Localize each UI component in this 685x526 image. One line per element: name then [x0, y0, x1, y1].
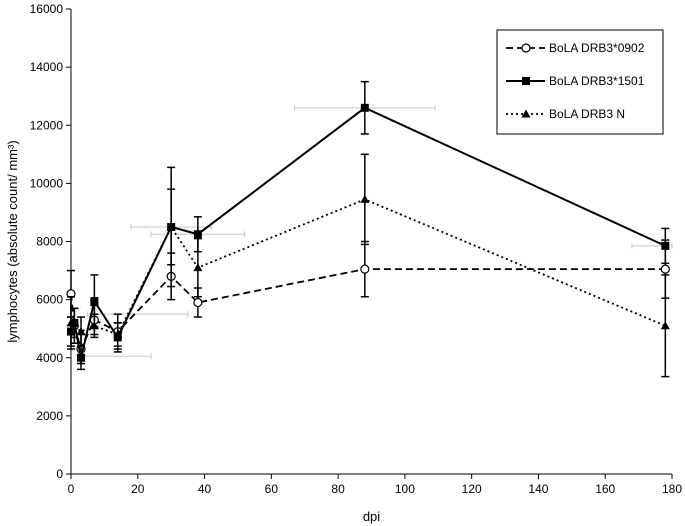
data-point	[360, 194, 370, 203]
x-axis-title: dpi	[363, 509, 380, 524]
data-point	[113, 330, 123, 338]
y-tick-label: 10000	[30, 176, 64, 190]
data-point	[89, 321, 99, 330]
legend-label: BoLA DRB3*0902	[549, 41, 645, 55]
series	[66, 80, 670, 378]
data-point	[76, 327, 86, 336]
data-point	[360, 264, 370, 274]
legend-marker	[522, 77, 530, 85]
x-tick-label: 100	[395, 482, 415, 496]
legend-item: BoLA DRB3*1501	[506, 74, 645, 88]
data-point	[77, 353, 86, 362]
legend-marker	[521, 109, 531, 118]
data-point	[660, 264, 670, 274]
data-point	[193, 297, 203, 308]
data-point	[70, 318, 79, 327]
data-point	[66, 318, 76, 327]
x-error-bars	[83, 104, 673, 360]
x-tick-label: 60	[265, 482, 279, 496]
x-tick-label: 160	[595, 482, 615, 496]
legend-item: BoLA DRB3*0902	[506, 41, 645, 55]
data-point	[660, 321, 670, 330]
x-tick-label: 20	[131, 482, 145, 496]
legend-item: BoLA DRB3 N	[506, 107, 625, 121]
x-tick-label: 40	[198, 482, 212, 496]
y-tick-label: 16000	[30, 2, 64, 16]
y-tick-label: 0	[56, 467, 63, 481]
y-tick-label: 14000	[30, 60, 64, 74]
x-tick-label: 140	[528, 482, 548, 496]
legend: BoLA DRB3*0902 BoLA DRB3*1501 BoLA DRB3 N	[496, 29, 664, 135]
x-tick-label: 80	[331, 482, 345, 496]
y-tick-label: 8000	[36, 235, 63, 249]
y-tick-label: 12000	[30, 118, 64, 132]
series-line	[70, 198, 666, 336]
x-tick-label: 0	[68, 482, 75, 496]
data-point	[193, 263, 203, 272]
data-point	[90, 297, 99, 306]
y-tick-label: 2000	[36, 409, 63, 423]
data-point	[166, 222, 176, 231]
y-tick-label: 4000	[36, 351, 63, 365]
legend-marker	[521, 43, 531, 53]
legend-label: BoLA DRB3 N	[549, 107, 625, 121]
data-point	[661, 241, 670, 250]
x-tick-label: 180	[662, 482, 682, 496]
y-ticks: 0 2000 4000 6000 8000 10000 12000 14000 16000	[30, 2, 71, 481]
y-axis-title: lymphocytes (absolute count/ mm³)	[5, 140, 20, 342]
series-line	[70, 106, 666, 358]
data-point	[193, 230, 202, 239]
legend-label: BoLA DRB3*1501	[549, 74, 645, 88]
y-tick-label: 6000	[36, 293, 63, 307]
series-3	[66, 153, 670, 378]
x-ticks: 0 20 40 60 80 100 120 140 160 180	[68, 474, 682, 496]
series-line	[70, 268, 666, 352]
series-1	[66, 239, 670, 365]
x-tick-label: 120	[462, 482, 482, 496]
data-point	[360, 103, 369, 112]
